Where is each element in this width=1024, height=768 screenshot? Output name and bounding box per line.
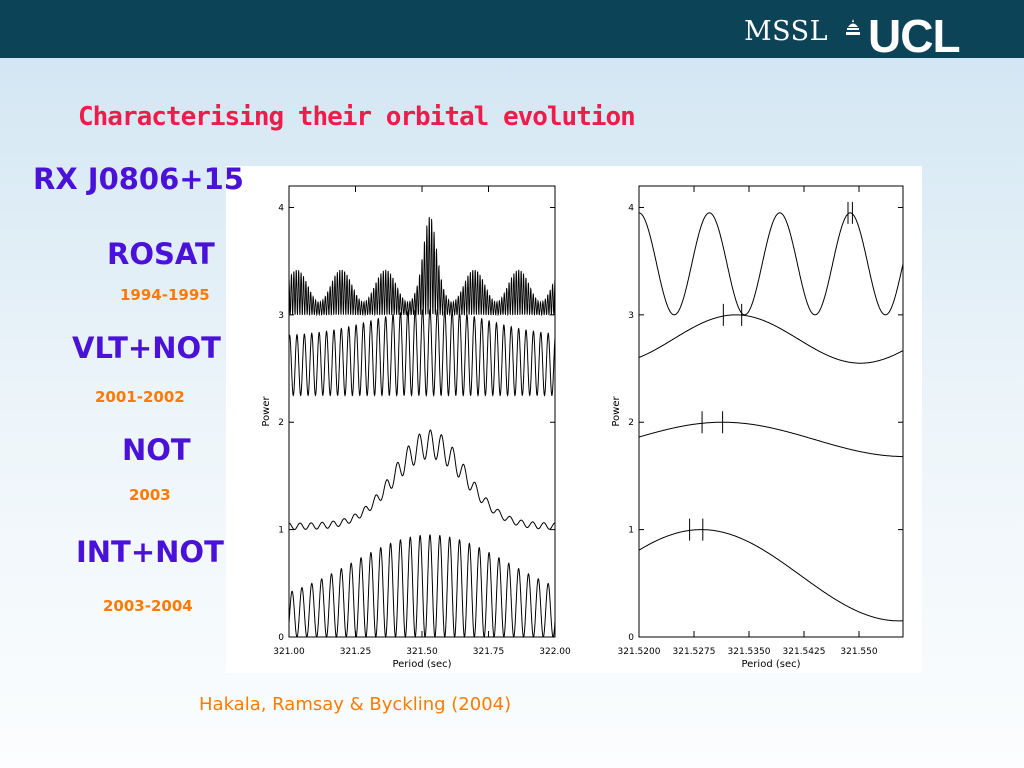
curve-left-not <box>288 429 555 531</box>
mssl-logo-text: MSSL <box>744 16 829 47</box>
object-name: RX J0806+15 <box>33 162 244 196</box>
xtick-label-1-0: 321.5200 <box>618 647 661 657</box>
curve-right-rosat <box>638 212 904 316</box>
axes-frame-1 <box>638 185 904 638</box>
curve-right-int-not <box>638 529 903 622</box>
epoch-label-vlt-not: VLT+NOT <box>72 331 221 365</box>
ucl-dome-icon <box>846 19 860 35</box>
ytick-label-0-2: 2 <box>278 418 284 428</box>
xlabel-0: Period (sec) <box>392 659 451 670</box>
xtick-label-0-1: 321.25 <box>340 647 372 657</box>
curve-right-vlt-not <box>638 314 904 364</box>
xtick-label-0-3: 321.75 <box>473 647 505 657</box>
slide-title: Characterising their orbital evolution <box>78 102 636 132</box>
ytick-label-1-1: 1 <box>628 526 634 536</box>
xlabel-1: Period (sec) <box>741 659 800 670</box>
ucl-logo-text: UCL <box>868 10 961 62</box>
epoch-label-not: NOT <box>122 433 191 467</box>
epoch-years-rosat: 1994-1995 <box>120 286 210 304</box>
epoch-years-not: 2003 <box>129 486 171 504</box>
figure-panel <box>226 166 922 673</box>
ytick-label-0-4: 4 <box>278 203 284 213</box>
curve-left-vlt-not <box>288 308 556 397</box>
xtick-label-1-3: 321.5425 <box>783 647 826 657</box>
header-bar: MSSL UCL <box>0 0 1024 62</box>
epoch-label-int-not: INT+NOT <box>76 535 224 569</box>
ytick-label-0-1: 1 <box>278 526 284 536</box>
ytick-label-1-3: 3 <box>628 311 634 321</box>
curve-right-not <box>638 421 903 458</box>
xtick-label-1-4: 321.550 <box>840 647 877 657</box>
curve-left-rosat <box>288 217 556 317</box>
epoch-years-vlt-not: 2001-2002 <box>95 388 185 406</box>
ylabel-1: Power <box>611 395 622 426</box>
epoch-label-rosat: ROSAT <box>107 237 215 271</box>
xtick-label-0-0: 321.00 <box>273 647 305 657</box>
curve-left-int-not <box>288 533 556 638</box>
ylabel-0: Power <box>261 395 272 426</box>
citation: Hakala, Ramsay & Byckling (2004) <box>199 694 512 715</box>
xtick-label-0-2: 321.50 <box>406 647 438 657</box>
xtick-label-1-1: 321.5275 <box>673 647 716 657</box>
xtick-label-1-2: 321.5350 <box>728 647 771 657</box>
epoch-years-int-not: 2003-2004 <box>103 597 193 615</box>
ytick-label-1-4: 4 <box>628 203 634 213</box>
ytick-label-0-0: 0 <box>278 633 284 643</box>
ytick-label-1-2: 2 <box>628 418 634 428</box>
ytick-label-1-0: 0 <box>628 633 634 643</box>
ytick-label-0-3: 3 <box>278 311 284 321</box>
xtick-label-0-4: 322.00 <box>539 647 571 657</box>
